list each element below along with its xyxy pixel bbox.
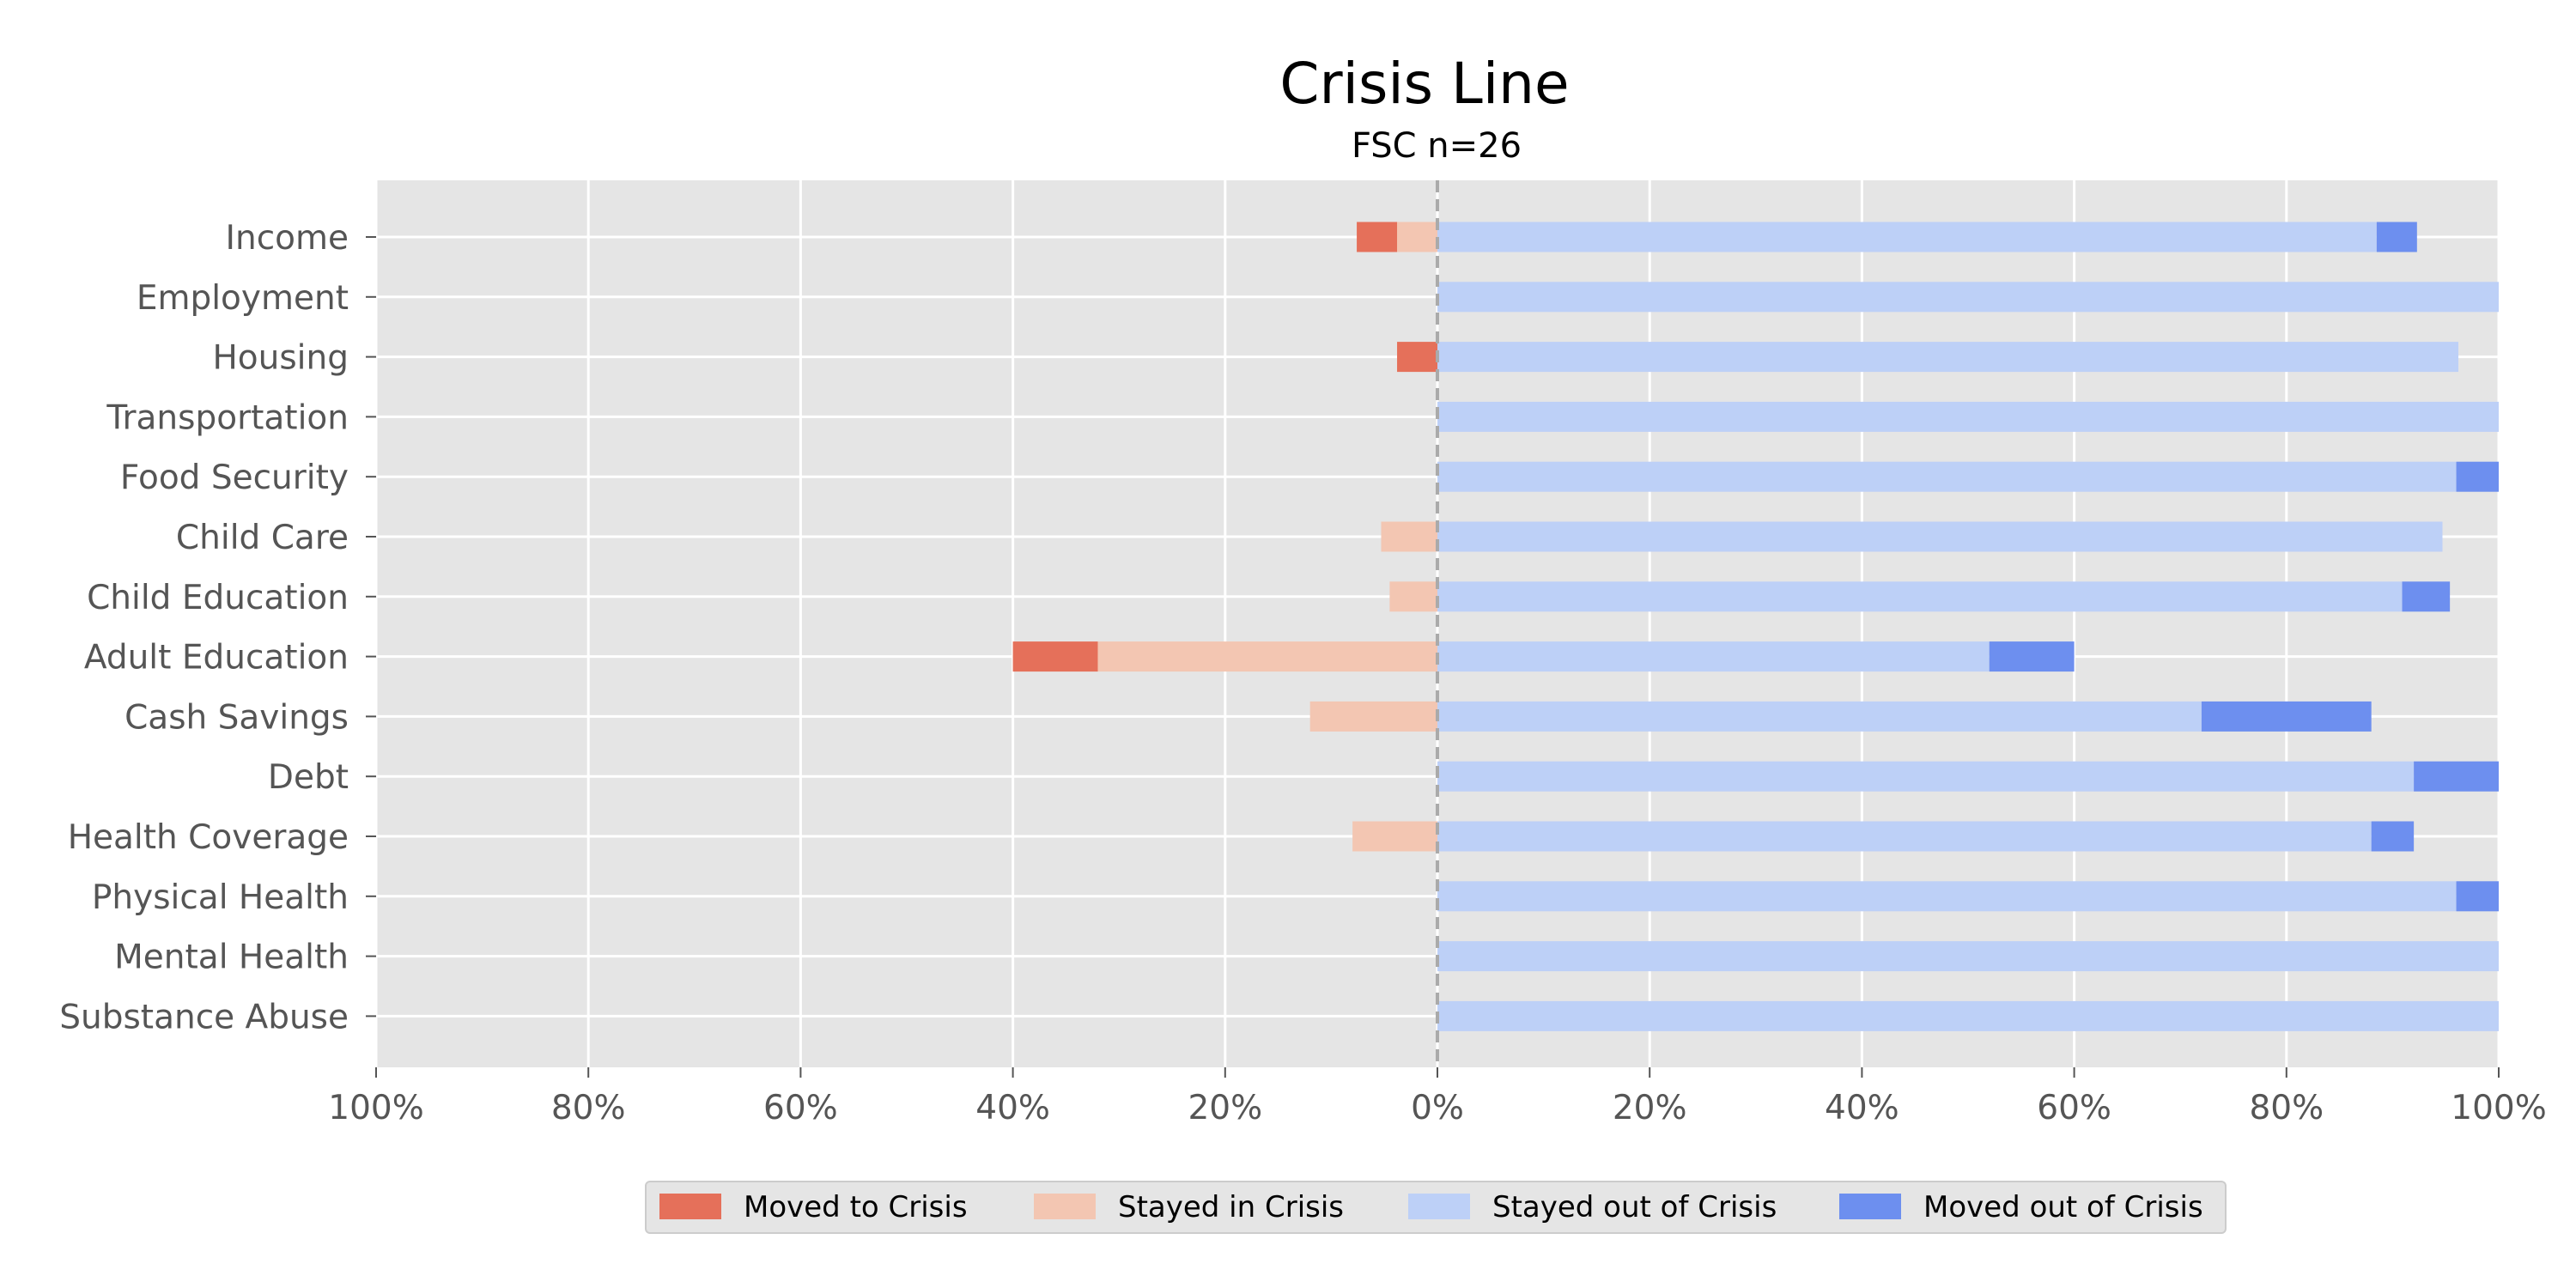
y-tick-label: Food Security xyxy=(120,459,349,497)
x-tick-label: 40% xyxy=(1825,1089,1899,1127)
y-tick-label: Child Education xyxy=(87,579,349,617)
x-tick-label: 100% xyxy=(2451,1089,2547,1127)
bar-moved-out-of-crisis xyxy=(2402,581,2451,612)
x-tick-label: 60% xyxy=(763,1089,838,1127)
bar-stayed-out-of-crisis xyxy=(1437,222,2377,252)
legend-label-moved-out-of-crisis: Moved out of Crisis xyxy=(1923,1190,2203,1224)
bar-moved-out-of-crisis xyxy=(2371,821,2415,852)
bar-stayed-out-of-crisis xyxy=(1437,1000,2499,1031)
legend-label-stayed-in-crisis: Stayed in Crisis xyxy=(1118,1190,1344,1224)
bar-moved-to-crisis xyxy=(1012,641,1098,672)
x-tick-label: 60% xyxy=(2037,1089,2111,1127)
y-tick-label: Physical Health xyxy=(92,878,349,917)
y-tick-label: Cash Savings xyxy=(125,698,349,737)
y-tick-label: Substance Abuse xyxy=(59,998,349,1036)
x-axis-ticks: 100% 80% 60% 40% 20% 0% 20% 40% 60% 80% 100% xyxy=(328,1067,2547,1127)
x-tick-label: 80% xyxy=(551,1089,626,1127)
bar-moved-out-of-crisis xyxy=(2201,701,2372,732)
legend-swatch-stayed-out-of-crisis xyxy=(1408,1194,1470,1219)
x-tick-label: 0% xyxy=(1411,1089,1464,1127)
y-tick-label: Adult Education xyxy=(84,639,349,677)
bar-stayed-in-crisis xyxy=(1097,641,1437,672)
bar-stayed-out-of-crisis xyxy=(1437,821,2372,852)
y-tick-label: Transportation xyxy=(106,398,349,437)
legend-label-stayed-out-of-crisis: Stayed out of Crisis xyxy=(1492,1190,1777,1224)
x-tick-label: 40% xyxy=(975,1089,1050,1127)
legend-swatch-stayed-in-crisis xyxy=(1034,1194,1096,1219)
bar-stayed-in-crisis xyxy=(1309,701,1437,732)
chart-subtitle: FSC n=26 xyxy=(1352,126,1522,166)
bar-stayed-out-of-crisis xyxy=(1437,941,2499,972)
bar-moved-to-crisis xyxy=(1397,342,1437,373)
legend: Moved to Crisis Stayed in Crisis Stayed … xyxy=(645,1181,2227,1234)
bar-stayed-in-crisis xyxy=(1352,821,1437,852)
legend-swatch-moved-out-of-crisis xyxy=(1839,1194,1901,1219)
y-tick-label: Child Care xyxy=(176,519,349,557)
legend-label-moved-to-crisis: Moved to Crisis xyxy=(744,1190,968,1224)
bar-moved-out-of-crisis xyxy=(2456,461,2499,492)
bar-stayed-in-crisis xyxy=(1397,222,1437,252)
y-axis-ticks: Income Employment Housing Transportation Foo… xyxy=(59,219,376,1036)
bar-stayed-in-crisis xyxy=(1389,581,1437,612)
y-tick-label: Mental Health xyxy=(114,939,349,977)
legend-swatch-moved-to-crisis xyxy=(659,1194,721,1219)
bar-stayed-out-of-crisis xyxy=(1437,521,2443,552)
chart-title: Crisis Line xyxy=(1279,51,1569,117)
y-tick-label: Housing xyxy=(212,339,349,378)
bar-moved-to-crisis xyxy=(1357,222,1398,252)
bar-moved-out-of-crisis xyxy=(2414,761,2499,792)
y-tick-label: Health Coverage xyxy=(68,818,349,857)
y-tick-label: Employment xyxy=(137,279,349,318)
bar-stayed-out-of-crisis xyxy=(1437,342,2459,373)
y-tick-label: Income xyxy=(225,219,349,258)
bar-stayed-out-of-crisis xyxy=(1437,282,2499,313)
bar-stayed-out-of-crisis xyxy=(1437,641,1990,672)
bar-moved-out-of-crisis xyxy=(2376,222,2417,252)
bar-stayed-out-of-crisis xyxy=(1437,461,2457,492)
bar-stayed-out-of-crisis xyxy=(1437,401,2499,432)
bar-stayed-out-of-crisis xyxy=(1437,761,2415,792)
bar-stayed-out-of-crisis xyxy=(1437,881,2457,912)
bars xyxy=(1012,222,2499,1031)
bar-moved-out-of-crisis xyxy=(1989,641,2075,672)
x-tick-label: 20% xyxy=(1613,1089,1687,1127)
bar-stayed-out-of-crisis xyxy=(1437,581,2403,612)
bar-stayed-out-of-crisis xyxy=(1437,701,2202,732)
bar-stayed-in-crisis xyxy=(1381,521,1437,552)
bar-moved-out-of-crisis xyxy=(2456,881,2499,912)
x-tick-label: 100% xyxy=(328,1089,424,1127)
y-tick-label: Debt xyxy=(268,758,349,797)
x-tick-label: 20% xyxy=(1188,1089,1262,1127)
x-tick-label: 80% xyxy=(2249,1089,2324,1127)
